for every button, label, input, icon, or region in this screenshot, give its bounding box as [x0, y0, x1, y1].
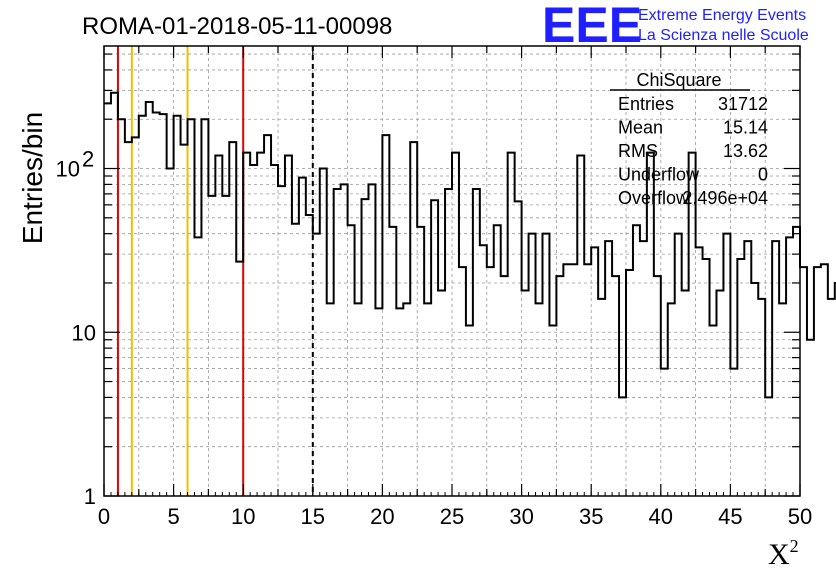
x-tick-labels: 0 5 10 15 20 25 30 35 40 45 50 — [98, 504, 812, 529]
y-tick-label: 1 — [84, 484, 96, 509]
stats-row-label: RMS — [618, 141, 658, 161]
x-tick-label: 45 — [718, 504, 742, 529]
stats-row-label: Underflow — [618, 165, 700, 185]
stats-row-label: Mean — [618, 118, 663, 138]
x-axis-label-sup: 2 — [790, 536, 799, 556]
eee-logo: EEE Extreme Energy Events La Scienza nel… — [542, 0, 809, 53]
y-axis-label: Entries/bin — [17, 112, 48, 244]
stats-row-value: 2.496e+04 — [682, 188, 768, 208]
x-tick-label: 30 — [509, 504, 533, 529]
x-tick-label: 35 — [579, 504, 603, 529]
eee-logo-line1: Extreme Energy Events — [638, 7, 806, 24]
y-tick-label-exponent: 2 — [82, 147, 94, 172]
x-tick-label: 25 — [440, 504, 464, 529]
axis-ticks — [103, 46, 801, 497]
x-tick-label: 0 — [98, 504, 110, 529]
x-tick-label: 15 — [301, 504, 325, 529]
eee-logo-letters: EEE — [542, 0, 642, 53]
x-axis-label-main: X — [768, 538, 790, 571]
stats-row-value: 13.62 — [723, 141, 768, 161]
x-tick-label: 10 — [231, 504, 255, 529]
eee-logo-line2: La Scienza nelle Scuole — [638, 27, 809, 44]
x-tick-label: 40 — [649, 504, 673, 529]
x-tick-label: 20 — [370, 504, 394, 529]
x-tick-label: 50 — [788, 504, 812, 529]
stats-title: ChiSquare — [636, 70, 721, 90]
stats-row-value: 31712 — [718, 94, 768, 114]
stats-row-label: Entries — [618, 94, 674, 114]
grid — [104, 46, 800, 496]
y-tick-label: 10 — [72, 320, 96, 345]
x-axis-label: X2 — [768, 536, 799, 571]
histogram-series — [104, 91, 836, 399]
stats-rows: Entries 31712 Mean 15.14 RMS 13.62 Underflow 0 O… — [618, 94, 768, 208]
stats-row-value: 15.14 — [723, 118, 768, 138]
stats-row-value: 0 — [758, 165, 768, 185]
stats-row-label: Overflow — [618, 188, 690, 208]
chart-title: ROMA-01-2018-05-11-00098 — [82, 13, 392, 40]
reference-lines — [116, 46, 314, 496]
x-tick-label: 5 — [167, 504, 179, 529]
stats-box: ChiSquare Entries 31712 Mean 15.14 RMS 13.62 U… — [610, 70, 768, 208]
y-tick-label: 10 — [56, 157, 80, 182]
